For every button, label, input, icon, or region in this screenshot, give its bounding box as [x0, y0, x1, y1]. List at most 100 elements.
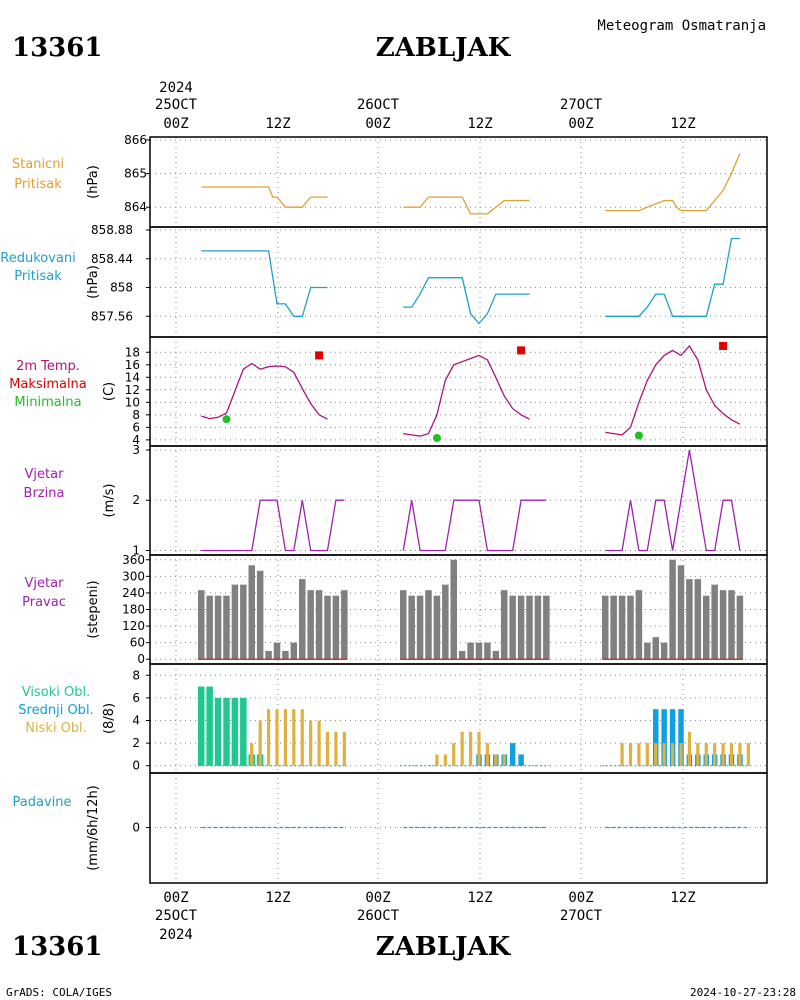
max-temp-marker [719, 342, 728, 351]
low-cloud-bar [342, 731, 346, 766]
low-cloud-bar [292, 709, 296, 766]
wind-direction-bar [484, 642, 491, 660]
station-pressure-label-2: Pritisak [14, 177, 62, 192]
wind-direction-bar [332, 595, 340, 660]
wind-direction-bar [265, 650, 272, 660]
temperature-line-1 [201, 362, 328, 420]
low-cloud-bar [713, 743, 717, 766]
high-cloud-bar [198, 686, 205, 766]
temperature-ytick-label: 8 [132, 408, 140, 422]
station-pressure-line-3 [605, 153, 741, 212]
reduced-pressure-line-1 [201, 250, 328, 317]
high-cloud-bar [240, 697, 247, 766]
low-cloud-bar [443, 754, 447, 766]
footer-timestamp: 2024-10-27-23:28 [690, 986, 796, 999]
wind-direction-bar [686, 579, 693, 660]
bottom-hour-4: 12Z [467, 890, 492, 906]
low-cloud-bar [746, 743, 750, 766]
temperature-label-3: Minimalna [14, 395, 81, 410]
wind-speed-ytick-label: 3 [132, 443, 140, 457]
bottom-date-1: 25OCT [155, 908, 198, 924]
wind-direction-bar [458, 650, 466, 660]
wind-direction-bar [543, 595, 550, 660]
temperature-ytick-label: 16 [125, 358, 140, 372]
mid-cloud-bar [678, 709, 684, 766]
reduced-pressure-label-1: Redukovani [0, 251, 75, 266]
wind-direction-ylabel: (stepeni) [86, 580, 101, 638]
top-hour-6: 12Z [670, 116, 695, 132]
low-cloud-bar [662, 743, 666, 766]
top-hour-2: 12Z [265, 116, 290, 132]
low-cloud-bar [452, 743, 456, 766]
wind-direction-bar [324, 595, 331, 660]
precipitation-ylabel: (mm/6h/12h) [86, 785, 101, 871]
precipitation-frame [149, 772, 768, 884]
wind-direction-ytick-label: 360 [122, 553, 145, 567]
temperature-ytick-label: 12 [125, 383, 140, 397]
wind-speed-line-1 [201, 499, 345, 552]
low-cloud-bar [300, 709, 304, 766]
bottom-hour-6: 12Z [670, 890, 695, 906]
wind-direction-bar [627, 595, 634, 660]
temperature-label-2: Maksimalna [9, 377, 87, 392]
wind-direction-ytick-label: 180 [122, 603, 145, 617]
temperature-ytick-label: 18 [125, 345, 140, 359]
wind-direction-bar [416, 595, 424, 660]
wind-direction-bar [206, 595, 213, 660]
reduced-pressure-frame [149, 226, 768, 338]
bottom-hour-2: 12Z [265, 890, 290, 906]
wind-direction-bar [248, 565, 255, 660]
precipitation-ytick-label: 0 [132, 821, 140, 835]
low-cloud-bar [628, 743, 633, 766]
meteogram-subtitle: Meteogram Osmatranja [597, 18, 766, 34]
wind-direction-bar [652, 637, 659, 660]
station-name-top: ZABLJAK [376, 33, 512, 63]
wind-direction-panel: 0 60 120 180 240 300 360 Vjetar Pravac (stepeni) [22, 553, 768, 666]
wind-direction-label-1: Vjetar [25, 576, 65, 591]
clouds-panel: 0 2 4 6 8 Visoki Obl. Srednji Obl. Niski Obl. (8… [18, 663, 768, 774]
wind-direction-bar [256, 570, 264, 660]
low-cloud-bar [738, 743, 742, 766]
reduced-pressure-ytick-label: 858.88 [91, 223, 133, 237]
wind-direction-ytick-label: 0 [137, 652, 145, 666]
station-pressure-ytick-label: 865 [124, 167, 147, 181]
low-cloud-bar [460, 731, 464, 766]
min-temp-marker [222, 415, 231, 424]
wind-direction-bar [341, 590, 348, 660]
wind-direction-ytick-label: 120 [122, 619, 145, 633]
wind-direction-bar [618, 595, 626, 660]
footer-credit: GrADS: COLA/IGES [6, 986, 112, 999]
low-cloud-bar [435, 754, 439, 766]
wind-direction-bar [736, 595, 744, 660]
low-cloud-bar [334, 731, 338, 766]
wind-direction-bar [694, 579, 702, 660]
low-cloud-bar [620, 743, 624, 766]
reduced-pressure-panel: 857.56 858 858.44 858.88 Redukovani Pritisak (… [0, 223, 768, 338]
wind-direction-bar [223, 595, 230, 660]
low-cloud-bar [468, 731, 473, 766]
temperature-ylabel: (C) [102, 382, 117, 401]
low-cloud-bar [317, 720, 321, 766]
clouds-ytick-label: 2 [132, 736, 140, 750]
low-cloud-bar [696, 743, 700, 766]
min-temp-marker [432, 433, 441, 442]
station-pressure-frame [149, 136, 768, 228]
low-cloud-bar [637, 743, 641, 766]
reduced-pressure-line-2 [403, 277, 530, 325]
bottom-date-3: 27OCT [560, 908, 603, 924]
wind-speed-line-2 [402, 499, 547, 552]
wind-direction-bar [711, 584, 718, 660]
wind-direction-bar [299, 579, 306, 660]
wind-direction-bar [282, 650, 289, 660]
wind-direction-bar [467, 642, 474, 660]
wind-direction-ytick-label: 240 [122, 586, 145, 600]
station-pressure-line-1 [201, 186, 328, 208]
low-cloud-bar [258, 720, 262, 766]
bottom-date-2: 26OCT [357, 908, 400, 924]
clouds-ytick-label: 8 [132, 668, 140, 682]
mid-cloud-bar [509, 743, 516, 766]
clouds-ylabel: (8/8) [102, 703, 117, 734]
top-hour-4: 12Z [467, 116, 492, 132]
temperature-label-1: 2m Temp. [16, 359, 80, 374]
